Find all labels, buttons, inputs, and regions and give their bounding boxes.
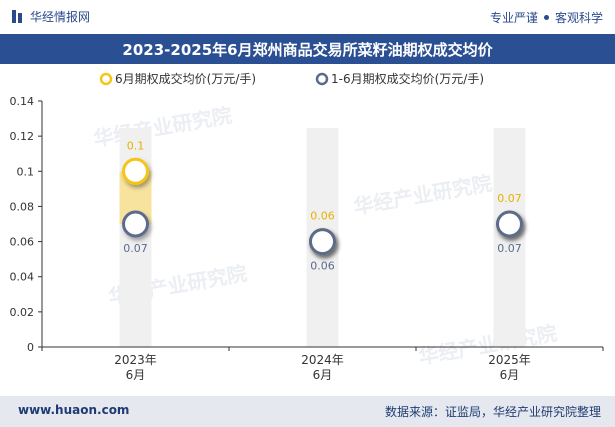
tagline-left: 专业严谨 bbox=[489, 11, 538, 25]
y-tick-label-6: 0.12 bbox=[10, 130, 35, 143]
series2-data-label-2: 0.07 bbox=[497, 242, 522, 255]
watermark-text-1: 华经产业研究院 bbox=[352, 171, 494, 219]
series1-point-0 bbox=[122, 157, 149, 185]
x-tick-label-2: 2025年 6月 bbox=[488, 353, 531, 382]
tagline-right: 客观科学 bbox=[554, 11, 603, 25]
series2-data-label-1: 0.06 bbox=[310, 260, 335, 273]
chart-title: 2023-2025年6月郑州商品交易所菜籽油期权成交均价 bbox=[122, 41, 493, 59]
title-bar: 2023-2025年6月郑州商品交易所菜籽油期权成交均价 bbox=[0, 34, 615, 64]
chart: 华经产业研究院华经产业研究院华经产业研究院华经产业研究院00.020.040.0… bbox=[10, 71, 604, 382]
tagline: 专业严谨 客观科学 bbox=[490, 9, 603, 26]
series2-point-2 bbox=[496, 210, 523, 238]
series1-data-label-0: 0.1 bbox=[127, 139, 145, 152]
y-tick-label-3: 0.06 bbox=[10, 236, 35, 249]
x-tick-label-1: 2024年 6月 bbox=[301, 353, 344, 382]
series1-data-label-1: 0.06 bbox=[310, 210, 335, 223]
y-tick-label-5: 0.1 bbox=[17, 165, 35, 178]
legend-marker-0 bbox=[99, 72, 113, 86]
y-tick-label-4: 0.08 bbox=[10, 200, 35, 213]
series1-data-label-2: 0.07 bbox=[497, 192, 522, 205]
footer: www.huaon.com 数据来源：证监局，华经产业研究院整理 bbox=[0, 396, 615, 427]
series2-point-1 bbox=[309, 228, 336, 256]
brand: 华经情报网 bbox=[12, 8, 90, 25]
legend-marker-1 bbox=[315, 72, 329, 86]
footer-url: www.huaon.com bbox=[18, 403, 130, 417]
y-tick-label-0: 0 bbox=[27, 341, 34, 354]
y-tick-label-2: 0.04 bbox=[10, 271, 35, 284]
separator-dot-icon bbox=[543, 15, 549, 20]
x-tick-label-0: 2023年 6月 bbox=[114, 353, 157, 382]
top-bar: 华经情报网 专业严谨 客观科学 bbox=[0, 0, 615, 34]
huaon-logo-icon bbox=[12, 10, 22, 23]
series2-point-0 bbox=[122, 210, 149, 238]
series2-data-label-0: 0.07 bbox=[123, 242, 148, 255]
y-tick-label-7: 0.14 bbox=[10, 95, 35, 108]
legend-label-1: 1-6月期权成交均价(万元/手) bbox=[331, 71, 484, 86]
watermark-text-0: 华经产业研究院 bbox=[92, 103, 234, 151]
footer-source: 数据来源：证监局，华经产业研究院整理 bbox=[384, 405, 601, 419]
legend-label-0: 6月期权成交均价(万元/手) bbox=[115, 71, 256, 86]
y-tick-label-1: 0.02 bbox=[10, 306, 35, 319]
brand-name: 华经情报网 bbox=[30, 10, 91, 24]
